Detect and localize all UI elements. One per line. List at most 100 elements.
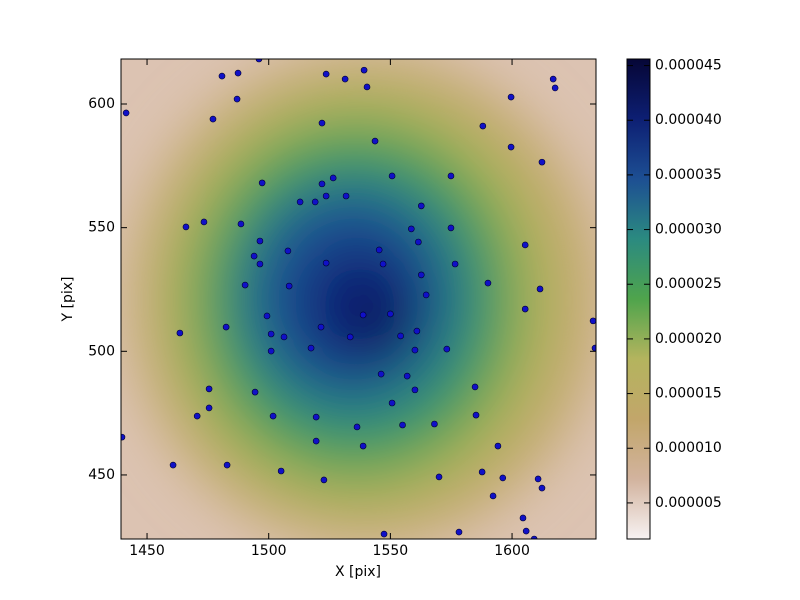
colorbar-tick-label: 0.000005 (655, 495, 722, 511)
point (329, 174, 337, 182)
point (549, 75, 557, 83)
point (267, 330, 275, 338)
point (256, 260, 264, 268)
x-tick-label: 1550 (373, 543, 409, 559)
point (263, 312, 271, 320)
point (353, 423, 361, 431)
point (422, 291, 430, 299)
point (522, 527, 530, 535)
y-tick-label: 600 (88, 96, 115, 112)
point (521, 305, 529, 313)
point (311, 198, 319, 206)
point (534, 475, 542, 483)
point (284, 247, 292, 255)
point (237, 220, 245, 228)
point (435, 473, 443, 481)
point (359, 311, 367, 319)
point (307, 344, 315, 352)
point (296, 198, 304, 206)
point (431, 420, 438, 428)
point (417, 202, 425, 210)
point (322, 70, 330, 78)
x-tick-label: 1600 (494, 543, 530, 559)
point (193, 412, 201, 420)
point (258, 179, 266, 187)
point (346, 333, 354, 341)
point (530, 535, 538, 539)
point (499, 474, 507, 482)
point (222, 323, 230, 331)
colorbar (626, 58, 651, 540)
point (182, 223, 190, 231)
point (388, 172, 396, 180)
point (408, 225, 415, 233)
point (359, 442, 367, 450)
point (363, 83, 371, 91)
point (285, 282, 293, 290)
point (277, 467, 285, 475)
point (551, 84, 559, 92)
point (521, 241, 529, 249)
colorbar-tick-label: 0.000010 (655, 440, 722, 456)
point (388, 399, 396, 407)
colorbar-tick-label: 0.000045 (655, 58, 722, 74)
point (318, 180, 326, 188)
point (472, 411, 480, 419)
point (399, 421, 406, 429)
point (122, 109, 130, 117)
point (589, 317, 596, 325)
point (317, 323, 325, 331)
point (205, 385, 213, 393)
point (519, 514, 527, 522)
point (234, 69, 242, 77)
y-tick-label: 550 (88, 220, 115, 236)
point (322, 259, 330, 267)
point (223, 461, 231, 469)
point (507, 143, 515, 151)
colorbar-tick-label: 0.000035 (655, 167, 722, 183)
point (241, 281, 249, 289)
point (478, 468, 486, 476)
point (341, 75, 349, 83)
point (536, 285, 544, 293)
point (591, 344, 596, 352)
point (447, 224, 455, 232)
point (443, 345, 451, 353)
point (251, 388, 259, 396)
point (233, 95, 241, 103)
point (322, 192, 330, 200)
point (342, 192, 350, 200)
plot-frame (120, 58, 597, 540)
point (415, 238, 422, 246)
point (250, 252, 258, 260)
point (209, 115, 217, 123)
point (375, 246, 383, 254)
point (387, 310, 394, 318)
point (411, 386, 419, 394)
point (538, 484, 546, 492)
point (417, 271, 425, 279)
colorbar-tick-label: 0.000015 (655, 386, 722, 402)
point (397, 332, 404, 340)
x-tick-label: 1500 (251, 543, 287, 559)
point (494, 442, 502, 450)
density-field (121, 59, 596, 539)
point (200, 218, 208, 226)
point (371, 137, 379, 145)
point (318, 119, 326, 127)
x-tick-label: 1450 (129, 543, 165, 559)
point (380, 530, 388, 538)
point (447, 172, 455, 180)
point (538, 158, 546, 166)
y-axis-label: Y [pix] (60, 277, 76, 323)
point (471, 383, 479, 391)
x-axis-label: X [pix] (335, 564, 381, 580)
point (121, 433, 126, 441)
point (218, 72, 226, 80)
point (403, 372, 411, 380)
point (255, 59, 263, 63)
point (312, 413, 320, 421)
point (256, 237, 264, 245)
point (379, 260, 387, 268)
